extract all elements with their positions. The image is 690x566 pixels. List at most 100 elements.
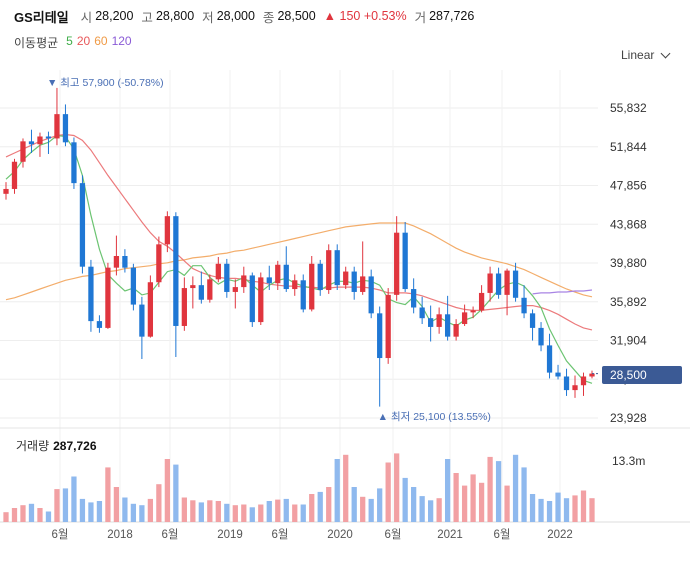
volume-bar bbox=[215, 501, 221, 522]
volume-bar bbox=[478, 482, 485, 522]
candle-body bbox=[62, 114, 69, 143]
volume-bar bbox=[351, 487, 357, 522]
price-axis-label: 47,856 bbox=[610, 179, 647, 193]
current-price-tag: 28,500 bbox=[602, 366, 682, 384]
stock-name: GS리테일 bbox=[14, 9, 69, 25]
candle-body bbox=[113, 256, 120, 268]
candle-body bbox=[368, 276, 374, 314]
volume-bar bbox=[198, 502, 204, 522]
close-value: 28,500 bbox=[277, 9, 316, 23]
volume-bar bbox=[580, 490, 587, 522]
volume-bar bbox=[317, 491, 323, 522]
candle-body bbox=[309, 263, 315, 310]
high-label: 고 bbox=[141, 10, 153, 25]
time-axis-label: 6월 bbox=[162, 528, 179, 541]
volume-value: 287,726 bbox=[429, 9, 475, 23]
time-axis-label: 6월 bbox=[494, 528, 511, 541]
volume-bar bbox=[224, 503, 230, 522]
time-axis-label: 2022 bbox=[547, 529, 573, 541]
volume-bar bbox=[444, 459, 451, 522]
candle-body bbox=[283, 264, 289, 290]
volume-bar bbox=[436, 498, 442, 522]
candle-body bbox=[96, 321, 103, 328]
candle-body bbox=[71, 142, 77, 184]
scale-label: Linear bbox=[621, 48, 655, 62]
candle-body bbox=[377, 313, 383, 359]
candle-body bbox=[555, 372, 561, 377]
candle-body bbox=[334, 250, 340, 286]
ma-legend-120: 120 bbox=[111, 34, 132, 48]
volume-bar bbox=[130, 503, 137, 522]
open-value: 28,200 bbox=[95, 9, 134, 23]
candle-body bbox=[173, 216, 179, 326]
candle-body bbox=[478, 292, 485, 311]
volume-bar bbox=[589, 498, 595, 522]
high-annotation: ▼ 최고 57,900 (-50.78%) bbox=[47, 77, 164, 89]
time-axis-label: 2019 bbox=[217, 529, 243, 541]
candle-body bbox=[181, 288, 187, 326]
candle-body bbox=[130, 267, 137, 305]
volume-bar bbox=[20, 505, 26, 522]
volume-bar bbox=[377, 488, 383, 522]
candle-body bbox=[419, 307, 425, 319]
candle-body bbox=[538, 327, 544, 346]
candle-body bbox=[521, 297, 527, 314]
volume-bar bbox=[88, 502, 94, 522]
ma-legend-5: 5 bbox=[66, 34, 73, 48]
ma5-line bbox=[5, 134, 593, 384]
volume-bar bbox=[283, 498, 289, 522]
candle-body bbox=[224, 263, 230, 292]
volume-bar bbox=[495, 461, 502, 522]
candle-body bbox=[258, 277, 264, 323]
candle-body bbox=[164, 216, 170, 245]
candle-body bbox=[28, 141, 35, 145]
moving-average-legend[interactable]: 이동평균 5 20 60 120 bbox=[14, 34, 132, 51]
price-axis-label: 51,844 bbox=[610, 140, 647, 154]
open-label: 시 bbox=[80, 10, 93, 25]
candle-body bbox=[275, 264, 281, 284]
volume-bar bbox=[529, 494, 536, 522]
candle-body bbox=[292, 280, 298, 290]
candle-body bbox=[207, 279, 213, 300]
volume-panel-title: 거래량 287,726 bbox=[16, 437, 97, 454]
candle-body bbox=[3, 188, 9, 194]
volume-bar bbox=[164, 459, 170, 522]
volume-bar bbox=[563, 498, 570, 522]
low-value: 28,000 bbox=[216, 9, 255, 23]
volume-bar bbox=[572, 495, 578, 522]
close-label: 종 bbox=[262, 10, 275, 25]
candle-body bbox=[512, 270, 519, 298]
volume-bar bbox=[538, 498, 544, 522]
volume-bar bbox=[385, 462, 391, 522]
candle-body bbox=[54, 114, 60, 139]
volume-bar bbox=[232, 505, 238, 522]
ma-legend-60: 60 bbox=[94, 34, 108, 48]
candle-body bbox=[139, 304, 145, 337]
candle-body bbox=[461, 312, 468, 325]
candle-body bbox=[156, 244, 162, 283]
candle-body bbox=[546, 345, 553, 373]
candle-body bbox=[147, 282, 154, 337]
volume-bar bbox=[300, 504, 306, 522]
candle-body bbox=[529, 313, 536, 328]
candle-body bbox=[232, 287, 238, 292]
candle-body bbox=[487, 273, 493, 293]
price-axis-label: 39,880 bbox=[610, 256, 647, 270]
candle-body bbox=[326, 250, 332, 291]
volume-axis-label: 13.3m bbox=[612, 454, 645, 468]
volume-bar bbox=[419, 496, 425, 522]
volume-bar bbox=[62, 488, 69, 522]
candle-body bbox=[428, 318, 434, 327]
volume-bar bbox=[45, 511, 52, 522]
candle-body bbox=[360, 276, 366, 292]
candle-body bbox=[88, 266, 94, 322]
ma120-line bbox=[532, 289, 593, 295]
volume-bar bbox=[96, 501, 103, 522]
quote-header: GS리테일 시 28,200 고 28,800 저 28,000 종 28,50… bbox=[14, 6, 482, 26]
volume-bar bbox=[105, 467, 111, 522]
candle-body bbox=[122, 256, 128, 268]
volume-bar bbox=[326, 487, 332, 522]
scale-dropdown[interactable]: Linear bbox=[621, 48, 671, 62]
high-value: 28,800 bbox=[155, 9, 195, 23]
